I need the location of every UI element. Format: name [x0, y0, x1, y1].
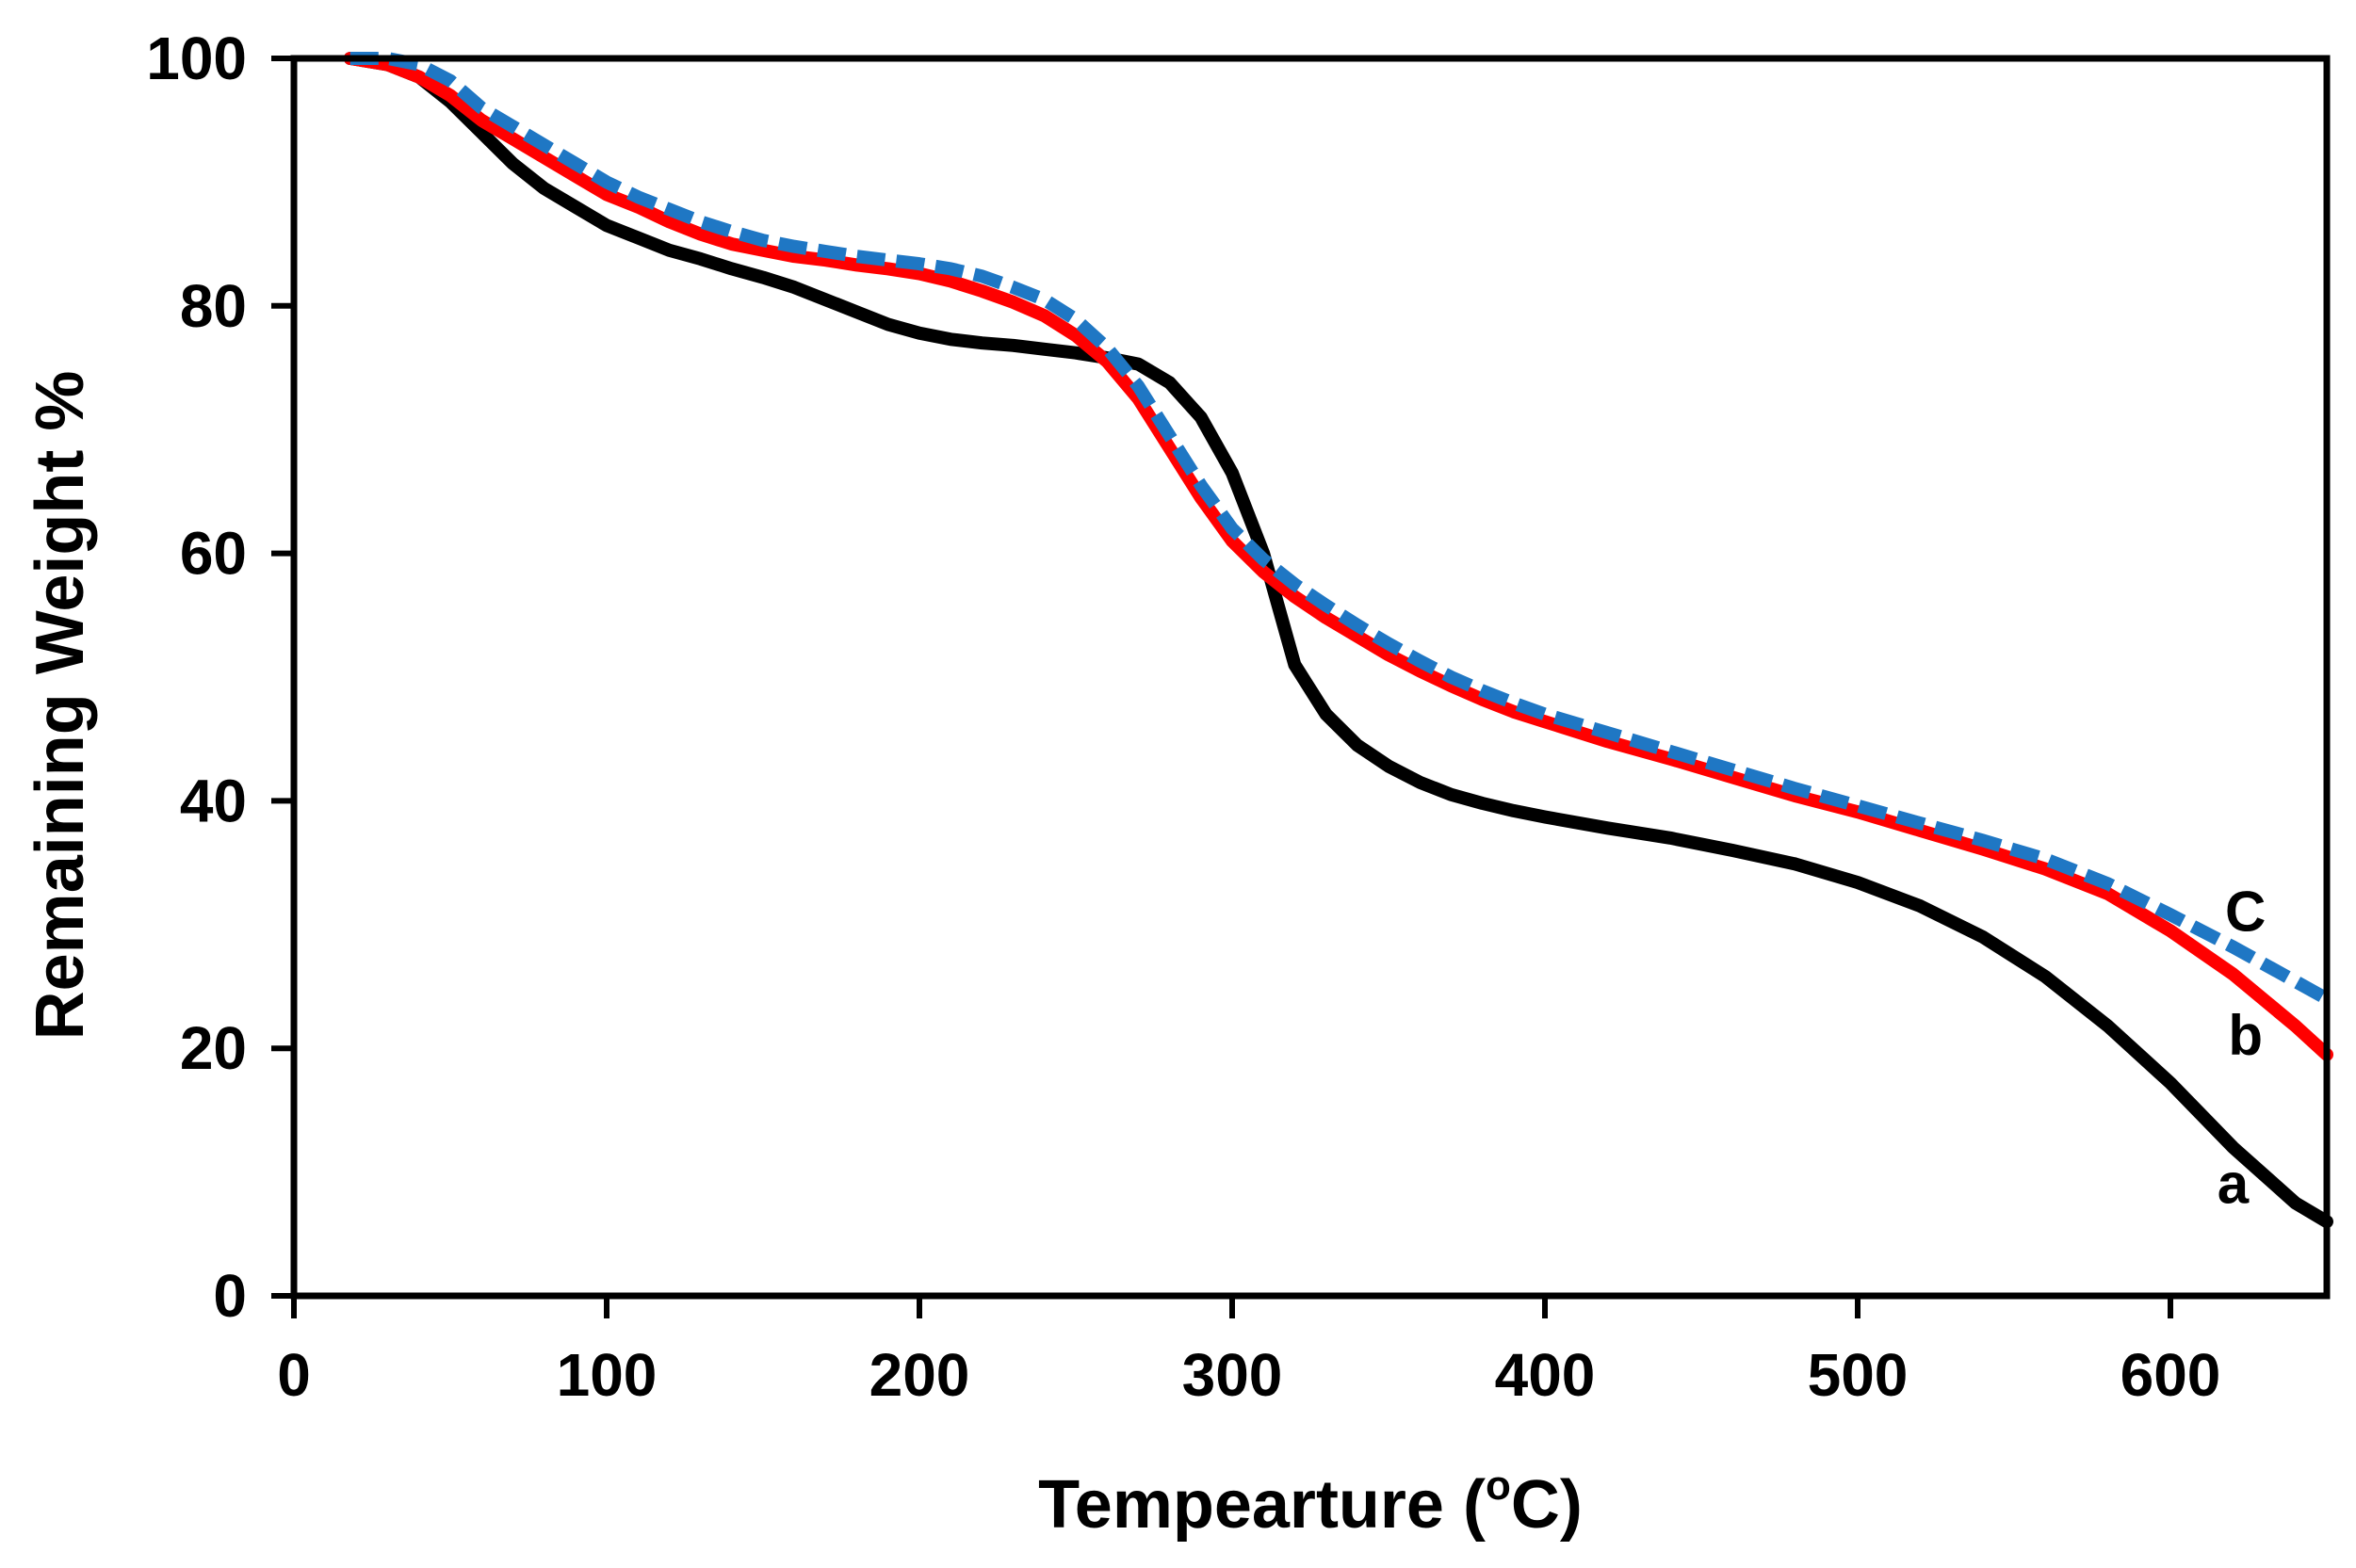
x-tick-label: 0: [277, 1341, 311, 1409]
x-axis-title-sup: o: [1486, 1463, 1511, 1509]
plot-area-frame: [290, 55, 2331, 1300]
x-tick-label: 200: [869, 1341, 970, 1409]
curve-labels: a bC: [2218, 881, 2267, 1216]
series-line-a: [343, 52, 2333, 1229]
x-tick-label: 400: [1495, 1341, 1596, 1409]
x-tick-label: 500: [1808, 1341, 1909, 1409]
axis-ticks: 0 100 200 300 400 500 600 0 20 40 60 80 100: [146, 24, 2220, 1409]
y-tick-label: 40: [180, 767, 247, 834]
y-axis-title: Remaining Weight %: [23, 371, 98, 1041]
x-tick-label: 600: [2120, 1341, 2221, 1409]
series-line-b: [343, 52, 2333, 1061]
y-tick-label: 20: [180, 1014, 247, 1082]
x-axis-title-end: C): [1511, 1467, 1583, 1543]
y-tick-label: 100: [146, 24, 247, 92]
x-tick-label: 100: [557, 1341, 658, 1409]
x-axis-title: Tempearture (oC): [1038, 1463, 1583, 1543]
x-axis-title-main: Tempearture (: [1038, 1467, 1486, 1543]
y-tick-label: 80: [180, 272, 247, 340]
series-layer: [343, 52, 2333, 1229]
y-tick-label: 0: [213, 1262, 247, 1330]
series-line-c: [349, 52, 2331, 1005]
x-tick-label: 300: [1182, 1341, 1283, 1409]
curve-label-c: C: [2225, 881, 2266, 944]
curve-label-b: b: [2228, 1004, 2263, 1067]
curve-label-a: a: [2218, 1153, 2250, 1216]
y-tick-label: 60: [180, 520, 247, 588]
